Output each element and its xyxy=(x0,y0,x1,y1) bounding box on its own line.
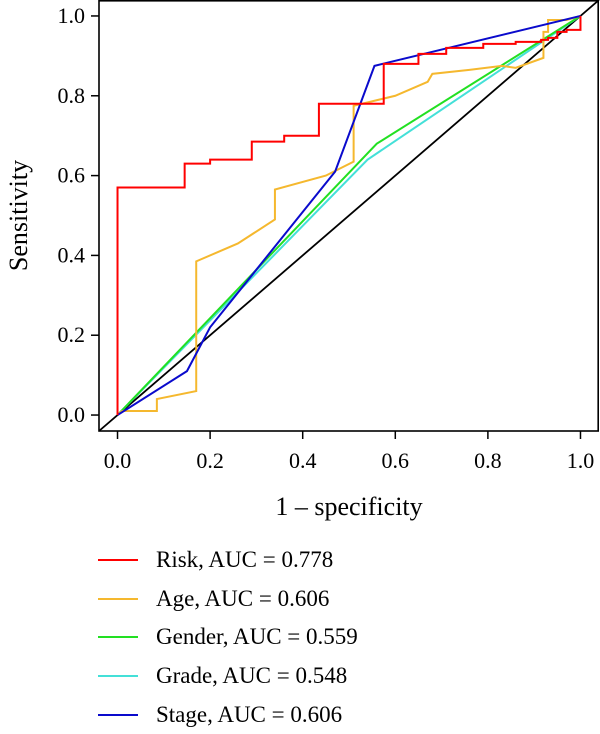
y-tick-label: 0.4 xyxy=(58,242,86,267)
x-tick-label: 1.0 xyxy=(567,448,595,473)
roc-line-stage xyxy=(116,14,581,416)
x-tick-label: 0.6 xyxy=(382,448,410,473)
roc-chart: 0.0 0.2 0.4 0.6 0.8 1.0 0.0 0.2 0.4 0.6 0.8 1.0 1 … xyxy=(4,0,600,521)
legend-label-stage: Stage, AUC = 0.606 xyxy=(156,701,343,727)
roc-line-grade xyxy=(116,15,582,416)
series-layer xyxy=(98,0,600,432)
roc-line-gender xyxy=(116,15,582,416)
x-axis-label: 1 – specificity xyxy=(275,492,422,521)
legend-swatch-grade xyxy=(98,675,138,678)
legend-label-grade: Grade, AUC = 0.548 xyxy=(156,663,348,689)
reference-diagonal-line xyxy=(98,0,600,432)
y-axis-ticks: 0.0 0.2 0.4 0.6 0.8 1.0 xyxy=(58,3,99,427)
y-tick-label: 0.0 xyxy=(58,402,86,427)
y-tick-label: 0.2 xyxy=(58,322,86,347)
plot-area: 0.0 0.2 0.4 0.6 0.8 1.0 0.0 0.2 0.4 0.6 0.8 1.0 xyxy=(58,0,600,473)
legend-item-gender: Gender, AUC = 0.559 xyxy=(98,618,578,657)
y-tick-label: 0.8 xyxy=(58,83,86,108)
plot-frame xyxy=(98,0,600,432)
legend-swatch-risk xyxy=(98,559,138,562)
legend-swatch-stage xyxy=(98,713,138,716)
x-tick-label: 0.2 xyxy=(196,448,224,473)
x-axis-ticks: 0.0 0.2 0.4 0.6 0.8 1.0 xyxy=(104,431,594,473)
y-tick-label: 0.6 xyxy=(58,163,86,188)
legend-label-gender: Gender, AUC = 0.559 xyxy=(156,624,358,650)
x-tick-label: 0.0 xyxy=(104,448,132,473)
legend: Risk, AUC = 0.778 Age, AUC = 0.606 Gende… xyxy=(98,541,578,734)
x-tick-label: 0.4 xyxy=(289,448,317,473)
roc-line-age xyxy=(116,14,581,416)
legend-item-grade: Grade, AUC = 0.548 xyxy=(98,657,578,696)
legend-item-age: Age, AUC = 0.606 xyxy=(98,580,578,619)
legend-label-age: Age, AUC = 0.606 xyxy=(156,585,330,611)
legend-label-risk: Risk, AUC = 0.778 xyxy=(156,547,334,573)
roc-line-risk xyxy=(116,15,582,416)
legend-item-risk: Risk, AUC = 0.778 xyxy=(98,541,578,580)
legend-swatch-gender xyxy=(98,636,138,639)
y-axis-label: Sensitivity xyxy=(4,160,33,271)
legend-item-stage: Stage, AUC = 0.606 xyxy=(98,695,578,734)
x-tick-label: 0.8 xyxy=(474,448,502,473)
y-tick-label: 1.0 xyxy=(58,3,86,28)
legend-swatch-age xyxy=(98,597,138,600)
